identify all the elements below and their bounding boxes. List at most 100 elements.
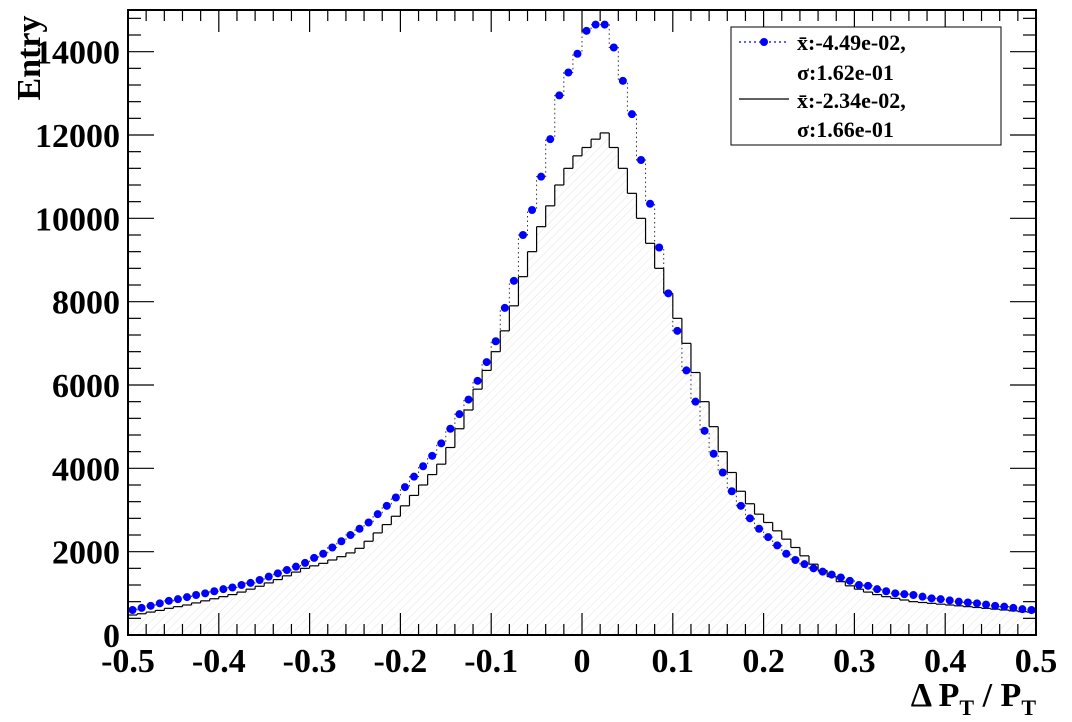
x-tick-label: 0.5 <box>1015 643 1058 680</box>
blue-point <box>691 397 700 406</box>
blue-point <box>818 567 827 576</box>
blue-point <box>755 524 764 533</box>
blue-point <box>891 589 900 598</box>
blue-point <box>273 569 282 578</box>
blue-point <box>291 562 300 571</box>
blue-point <box>319 549 328 558</box>
blue-point <box>355 524 364 533</box>
blue-point <box>528 206 537 214</box>
y-tick-label: 12000 <box>35 118 120 155</box>
y-tick-label: 14000 <box>35 35 120 72</box>
blue-point <box>945 596 954 605</box>
blue-point <box>128 606 137 614</box>
blue-point <box>773 541 782 550</box>
x-axis-title: Δ PT / PT <box>911 677 1037 720</box>
blue-point <box>564 68 573 77</box>
blue-point <box>364 518 373 527</box>
blue-point <box>991 601 1000 610</box>
blue-point <box>573 49 582 58</box>
blue-point <box>337 537 346 546</box>
blue-point <box>1027 606 1036 614</box>
blue-point <box>918 592 927 601</box>
blue-point <box>637 156 646 164</box>
y-tick-label: 0 <box>103 618 120 655</box>
blue-point <box>164 596 173 605</box>
blue-point <box>972 599 981 608</box>
blue-point <box>328 543 337 552</box>
blue-point <box>736 501 745 510</box>
x-tick-label: 0.4 <box>924 643 967 680</box>
blue-point <box>963 598 972 607</box>
y-axis-ticks: 0 2000 4000 6000 8000 10000 12000 14000 <box>35 17 1036 655</box>
blue-point <box>137 603 146 612</box>
blue-point <box>537 172 546 181</box>
blue-point <box>546 135 555 144</box>
blue-point <box>827 570 836 579</box>
blue-point <box>346 531 355 539</box>
blue-point <box>854 581 863 589</box>
y-tick-label: 8000 <box>52 285 120 322</box>
blue-point <box>192 591 201 599</box>
blue-point <box>509 276 518 285</box>
blue-point <box>183 593 192 602</box>
legend-blue-mean: x̄:-4.49e-02, <box>797 30 906 55</box>
blue-point <box>600 20 609 29</box>
legend-blue-marker <box>760 38 768 46</box>
blue-point <box>446 424 455 433</box>
blue-point <box>237 581 246 589</box>
y-tick-label: 6000 <box>52 368 120 405</box>
legend: x̄:-4.49e-02, σ:1.62e-01 x̄:-2.34e-02, σ… <box>730 26 1002 146</box>
blue-point <box>982 600 991 609</box>
black-series-area <box>128 132 1036 635</box>
blue-point <box>1018 605 1027 614</box>
blue-point <box>900 590 909 599</box>
blue-point <box>491 337 500 346</box>
x-tick-label: -0.1 <box>464 643 518 680</box>
blue-point <box>845 576 854 585</box>
blue-point <box>1009 603 1018 612</box>
blue-point <box>618 76 627 85</box>
y-axis-title: Entry <box>11 16 48 101</box>
blue-point <box>718 468 727 477</box>
blue-point <box>146 601 155 610</box>
blue-point <box>310 553 319 562</box>
blue-point <box>464 395 473 404</box>
x-tick-label: -0.5 <box>101 643 155 680</box>
blue-point <box>727 487 736 496</box>
x-tick-label: 0.2 <box>742 643 785 680</box>
x-tick-label: 0.1 <box>652 643 695 680</box>
blue-point <box>682 366 691 375</box>
blue-point <box>500 303 509 312</box>
blue-point <box>173 595 182 604</box>
blue-point <box>800 560 809 569</box>
blue-point <box>646 199 655 208</box>
x-tick-label: -0.2 <box>373 643 427 680</box>
x-tick-label: 0.3 <box>833 643 876 680</box>
blue-point <box>764 533 773 542</box>
blue-point <box>428 451 437 460</box>
legend-black-sigma: σ:1.66e-01 <box>797 117 894 142</box>
blue-point <box>482 358 491 367</box>
blue-point <box>609 43 618 52</box>
legend-blue-sigma: σ:1.62e-01 <box>797 60 894 85</box>
blue-point <box>836 573 845 582</box>
blue-point <box>400 483 409 492</box>
blue-point <box>455 410 464 419</box>
x-tick-label: 0 <box>574 643 591 680</box>
blue-point <box>282 566 291 574</box>
blue-point <box>555 91 564 100</box>
blue-point <box>782 549 791 558</box>
blue-point <box>673 326 682 335</box>
blue-point <box>246 578 255 587</box>
blue-point <box>655 243 664 252</box>
blue-point <box>210 587 219 596</box>
black-series-step <box>128 132 1036 616</box>
blue-point <box>591 20 600 29</box>
x-tick-label: -0.4 <box>192 643 246 680</box>
blue-point <box>391 493 400 502</box>
blue-point <box>664 289 673 298</box>
blue-point <box>382 501 391 510</box>
blue-point <box>709 449 718 458</box>
blue-point <box>201 589 210 598</box>
